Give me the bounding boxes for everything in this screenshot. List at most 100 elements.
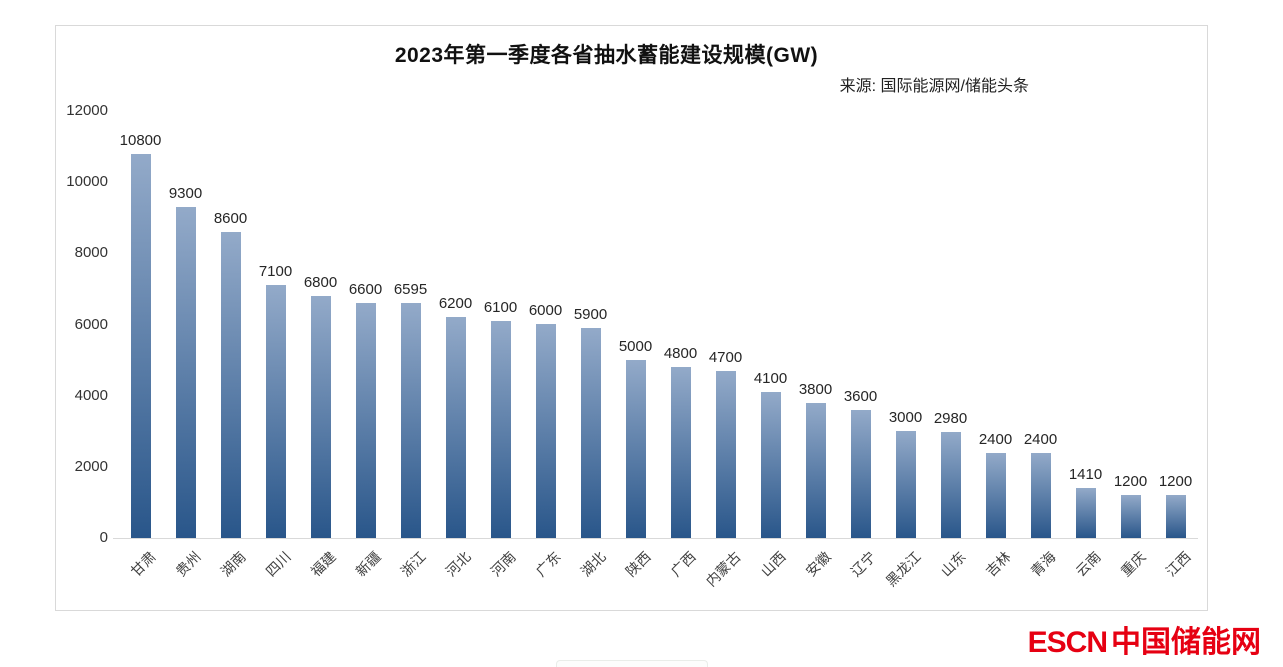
- x-axis-label: 黑龙江: [882, 548, 924, 590]
- y-axis: 0 2000 4000 6000 8000 10000 12000: [56, 26, 108, 610]
- x-axis-label: 山东: [937, 548, 969, 580]
- bar: [670, 367, 691, 538]
- bar: [310, 296, 331, 538]
- x-axis-label: 福建: [307, 548, 339, 580]
- x-axis-label: 湖南: [217, 548, 249, 580]
- bar: [265, 285, 286, 538]
- bar-value-label: 3600: [843, 388, 878, 405]
- bar-column: 1410 云南: [1063, 111, 1108, 580]
- bar-column: 3000 黑龙江: [882, 111, 928, 589]
- bar: [760, 392, 781, 538]
- bar: [490, 321, 511, 538]
- x-axis-label: 安徽: [802, 548, 834, 580]
- plot-area: 10800 甘肃 9300 贵州 8600 湖南 7100 四川 6800 福建 6600 新疆 659…: [118, 111, 1198, 589]
- y-axis-tick-label: 6000: [74, 315, 108, 333]
- x-axis-label: 内蒙古: [702, 548, 744, 590]
- bar-value-label: 6200: [438, 295, 473, 312]
- bar-value-label: 6600: [348, 281, 383, 298]
- chart-panel: 2023年第一季度各省抽水蓄能建设规模(GW) 来源: 国际能源网/储能头条 0…: [55, 25, 1208, 611]
- bar: [940, 432, 961, 538]
- x-axis-label: 青海: [1027, 548, 1059, 580]
- bar: [1165, 495, 1186, 538]
- x-axis-label: 陕西: [622, 548, 654, 580]
- x-axis-label: 四川: [262, 548, 294, 580]
- bar-value-label: 5900: [573, 306, 608, 323]
- bar-value-label: 6100: [483, 299, 518, 316]
- bar: [985, 453, 1006, 538]
- bar-column: 5000 陕西: [613, 111, 658, 580]
- bar-value-label: 4100: [753, 370, 788, 387]
- bar-column: 1200 江西: [1153, 111, 1198, 580]
- escn-logo-chinese: 中国储能网: [1111, 626, 1261, 659]
- bar: [400, 303, 421, 538]
- bar-value-label: 6595: [393, 281, 428, 298]
- x-axis-label: 江西: [1162, 548, 1194, 580]
- bar-value-label: 6800: [303, 274, 338, 291]
- x-axis-label: 广西: [667, 548, 699, 580]
- bar: [220, 232, 241, 538]
- bar-column: 2400 吉林: [973, 111, 1018, 580]
- x-axis-label: 湖北: [577, 548, 609, 580]
- bar-value-label: 7100: [258, 263, 293, 280]
- bar-value-label: 5000: [618, 338, 653, 355]
- bar: [625, 360, 646, 538]
- bar: [445, 317, 466, 538]
- bar-column: 6595 浙江: [388, 111, 433, 580]
- bar: [715, 371, 736, 538]
- x-axis-label: 山西: [757, 548, 789, 580]
- bar-value-label: 4800: [663, 345, 698, 362]
- bar-value-label: 6000: [528, 302, 563, 319]
- cropped-bottom-element: [556, 660, 708, 667]
- bar: [580, 328, 601, 538]
- bar: [1075, 488, 1096, 538]
- bar-column: 3600 辽宁: [838, 111, 883, 580]
- bar-value-label: 3800: [798, 381, 833, 398]
- bar-column: 2400 青海: [1018, 111, 1063, 580]
- y-axis-tick-label: 2000: [74, 457, 108, 475]
- bar-column: 3800 安徽: [793, 111, 838, 580]
- bar-column: 6100 河南: [478, 111, 523, 580]
- bar-column: 6800 福建: [298, 111, 343, 580]
- bar-column: 9300 贵州: [163, 111, 208, 580]
- bar-value-label: 2400: [978, 431, 1013, 448]
- bar-column: 1200 重庆: [1108, 111, 1153, 580]
- bar: [850, 410, 871, 538]
- bar-value-label: 1200: [1113, 473, 1148, 490]
- bar-value-label: 2980: [933, 410, 968, 427]
- bar-column: 2980 山东: [928, 111, 973, 580]
- x-axis-line: [113, 538, 1198, 539]
- bar-value-label: 8600: [213, 210, 248, 227]
- escn-logo-latin: ESCN: [1027, 626, 1108, 659]
- bar: [1030, 453, 1051, 538]
- y-axis-tick-label: 12000: [66, 102, 108, 119]
- x-axis-label: 辽宁: [847, 548, 879, 580]
- bar-value-label: 4700: [708, 349, 743, 366]
- bar-value-label: 10800: [119, 132, 162, 149]
- y-axis-tick-label: 8000: [74, 244, 108, 262]
- bar: [805, 403, 826, 538]
- x-axis-label: 吉林: [982, 548, 1014, 580]
- bar-column: 6000 广东: [523, 111, 568, 580]
- bar: [1120, 495, 1141, 538]
- x-axis-label: 重庆: [1117, 548, 1149, 580]
- x-axis-label: 云南: [1072, 548, 1104, 580]
- x-axis-label: 广东: [532, 548, 564, 580]
- bar-column: 5900 湖北: [568, 111, 613, 580]
- bar-column: 7100 四川: [253, 111, 298, 580]
- chart-title: 2023年第一季度各省抽水蓄能建设规模(GW): [394, 44, 819, 67]
- bar-column: 4100 山西: [748, 111, 793, 580]
- bar: [355, 303, 376, 538]
- x-axis-label: 浙江: [397, 548, 429, 580]
- chart-source: 来源: 国际能源网/储能头条: [839, 78, 1029, 95]
- bar-value-label: 1200: [1158, 473, 1193, 490]
- bar-value-label: 9300: [168, 185, 203, 202]
- bar-column: 4700 内蒙古: [702, 111, 748, 589]
- y-axis-tick-label: 10000: [66, 173, 108, 191]
- bar-column: 6200 河北: [433, 111, 478, 580]
- bar-value-label: 1410: [1068, 466, 1103, 483]
- x-axis-label: 甘肃: [127, 548, 159, 580]
- bar-value-label: 2400: [1023, 431, 1058, 448]
- bar-column: 4800 广西: [658, 111, 703, 580]
- bar: [130, 154, 151, 538]
